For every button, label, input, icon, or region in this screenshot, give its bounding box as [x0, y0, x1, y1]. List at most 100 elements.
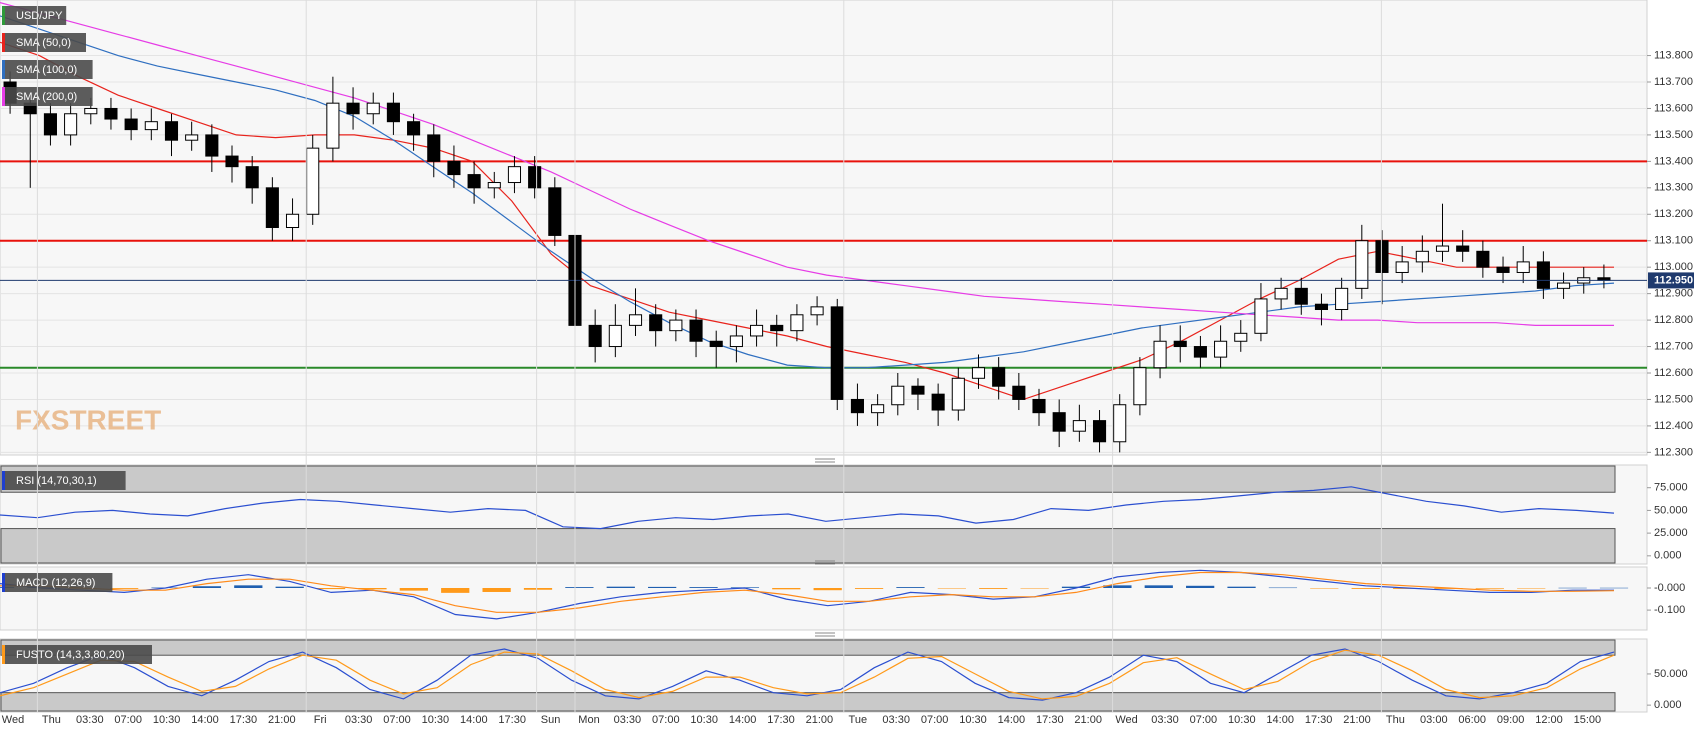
candle-body	[507, 166, 522, 184]
x-tick-label: 17:30	[498, 714, 526, 726]
x-tick-label: 09:00	[1497, 714, 1525, 726]
legend-box	[2, 471, 126, 490]
x-tick-label: 07:00	[114, 714, 142, 726]
histogram-bar	[1186, 585, 1215, 588]
histogram-bar	[1558, 587, 1587, 589]
candle-body	[911, 385, 925, 395]
legend-swatch	[2, 645, 5, 664]
candle-body	[1456, 245, 1470, 252]
legend-label: USD/JPY	[16, 10, 63, 22]
candle-body	[548, 187, 562, 236]
candle-body	[427, 134, 441, 162]
x-tick-label: Mon	[578, 714, 599, 726]
candle-body	[1375, 240, 1389, 273]
legend-label: SMA (50,0)	[16, 37, 71, 49]
candle-body	[144, 121, 158, 131]
x-tick-label: Thu	[42, 714, 61, 726]
y-tick-label: 113.000	[1654, 261, 1693, 273]
candle-body	[306, 147, 320, 215]
y-tick-label: 0.000	[1654, 550, 1682, 562]
histogram-bar	[1144, 585, 1173, 588]
indicator-line	[0, 648, 1615, 701]
candle-body	[1335, 287, 1349, 311]
x-tick-label: 03:30	[882, 714, 910, 726]
histogram-bar	[565, 587, 594, 588]
histogram-bar	[689, 587, 718, 588]
legend-label: SMA (200,0)	[16, 91, 77, 103]
x-tick-label: Thu	[1386, 714, 1405, 726]
x-tick-label: 17:30	[767, 714, 795, 726]
legend-swatch	[2, 87, 5, 106]
legend-swatch	[2, 60, 5, 79]
x-tick-label: 03:30	[1151, 714, 1179, 726]
x-tick-label: 10:30	[153, 714, 181, 726]
candle-body	[1072, 420, 1086, 432]
histogram-bar	[316, 588, 346, 590]
y-tick-label: 113.100	[1654, 235, 1693, 247]
y-tick-label: 112.900	[1654, 288, 1693, 300]
candle-body	[285, 213, 300, 228]
legend-swatch	[2, 471, 5, 490]
x-tick-label: 10:30	[690, 714, 718, 726]
x-tick-label: 06:00	[1458, 714, 1486, 726]
candle-body	[1355, 240, 1369, 289]
histogram-bar	[1103, 585, 1132, 588]
legend-label: MACD (12,26,9)	[16, 577, 95, 589]
candle-body	[1113, 404, 1127, 443]
candle-body	[709, 340, 723, 348]
x-tick-label: 03:30	[345, 714, 373, 726]
x-tick-label: 21:00	[806, 714, 834, 726]
indicator-line	[0, 2, 1614, 326]
candle-body	[951, 377, 965, 411]
y-tick-label: 112.300	[1654, 446, 1693, 458]
candle-body	[205, 134, 219, 157]
x-tick-label: 07:00	[1190, 714, 1218, 726]
y-tick-label: 50.000	[1654, 504, 1688, 516]
x-tick-label: Tue	[849, 714, 868, 726]
histogram-bar	[896, 587, 925, 588]
candle-body	[1254, 298, 1268, 334]
candle-body	[750, 324, 764, 337]
x-tick-label: Wed	[1115, 714, 1137, 726]
candle-body	[1536, 261, 1550, 289]
x-tick-label: 21:00	[268, 714, 296, 726]
x-tick-label: 03:30	[614, 714, 642, 726]
histogram-bar	[1599, 587, 1629, 589]
candle-body	[689, 319, 703, 342]
x-tick-label: 10:30	[959, 714, 987, 726]
x-tick-label: 14:00	[998, 714, 1026, 726]
candle-body	[1133, 367, 1147, 406]
legend-box	[2, 60, 93, 79]
legend-box	[2, 87, 93, 106]
candle-body	[1557, 282, 1571, 289]
candle-body	[1193, 346, 1207, 358]
x-tick-label: Wed	[2, 714, 24, 726]
candle-body	[407, 121, 421, 136]
legend-box	[2, 33, 86, 52]
y-tick-label: 113.600	[1654, 102, 1693, 114]
x-tick-label: 10:30	[422, 714, 450, 726]
legend-swatch	[2, 573, 5, 592]
panel-background	[0, 566, 1648, 631]
oversold-band	[0, 528, 1616, 564]
last-price-tag	[1648, 272, 1694, 289]
histogram-bar	[606, 586, 635, 588]
candle-body	[84, 107, 98, 115]
y-tick-label: 112.600	[1654, 367, 1693, 379]
last-price-label: 112.950	[1654, 274, 1693, 286]
y-tick-label: 113.500	[1654, 129, 1693, 141]
watermark: FXSTREET	[15, 404, 161, 435]
histogram-bar	[275, 586, 304, 588]
y-tick-label: -0.100	[1654, 604, 1685, 616]
histogram-bar	[110, 588, 139, 589]
x-tick-label: 17:30	[1305, 714, 1333, 726]
x-tick-label: 14:00	[191, 714, 219, 726]
indicator-line	[0, 41, 1614, 401]
candle-body	[245, 166, 259, 189]
histogram-bar	[523, 588, 553, 590]
legend-box	[2, 573, 113, 592]
histogram-bar	[937, 588, 966, 589]
candle-body	[1395, 261, 1409, 273]
candle-body	[891, 385, 905, 406]
candle-body	[366, 102, 380, 115]
